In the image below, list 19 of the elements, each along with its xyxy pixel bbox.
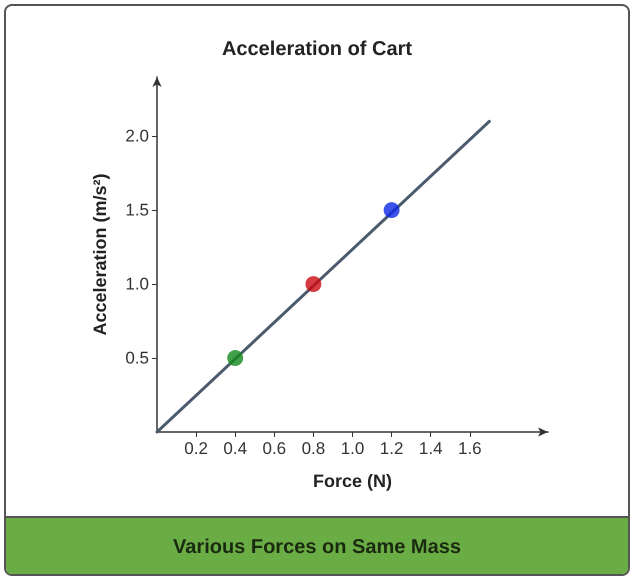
x-tick-label: 1.4 <box>418 439 443 458</box>
point <box>305 276 322 292</box>
y-tick-label: 2.0 <box>125 126 149 146</box>
y-tick-label: 0.5 <box>125 348 149 368</box>
point <box>227 350 244 366</box>
text: Various Forces on Same Mass <box>6 516 628 576</box>
y-axis-title: Acceleration (m/s²) <box>90 173 110 336</box>
chart-title: Acceleration of Cart <box>222 38 412 60</box>
x-tick-label: 0.2 <box>184 439 208 458</box>
point <box>384 202 400 218</box>
x-tick-label: 0.8 <box>302 439 326 458</box>
y-tick-label: 1.5 <box>125 200 149 220</box>
x-tick-label: 1.6 <box>458 439 482 458</box>
x-tick-label: 0.6 <box>262 439 286 458</box>
y-tick-label: 1.0 <box>125 274 149 294</box>
x-tick-label: 0.4 <box>223 439 248 458</box>
x-tick-label: 1.2 <box>380 439 404 458</box>
x-axis-title: Force (N) <box>312 471 392 491</box>
x-tick-label: 1.0 <box>340 439 364 458</box>
